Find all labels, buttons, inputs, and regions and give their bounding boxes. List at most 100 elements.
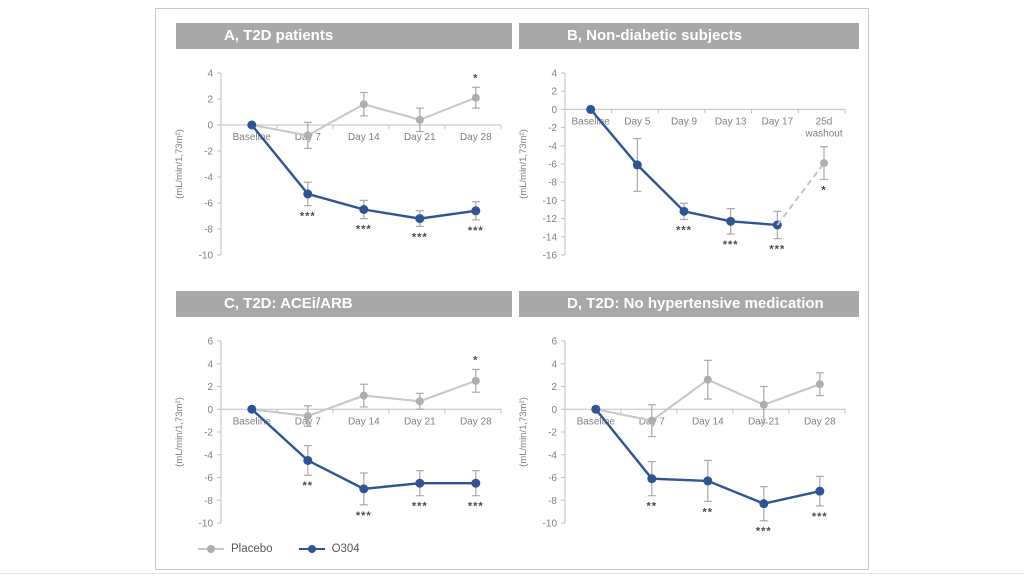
data-point [415,115,424,124]
significance-marker: *** [468,501,484,513]
data-point [359,205,369,214]
y-axis-title: (mL/min/1,73m²) [174,129,185,199]
data-point [726,216,736,226]
y-tick-label: -6 [548,473,557,484]
significance-marker: *** [412,501,428,513]
y-tick-label: -10 [199,251,214,262]
y-tick-label: -2 [548,123,557,134]
series-o304: *** *** *** *** [247,120,484,243]
data-point [303,412,312,421]
data-point [471,478,481,488]
data-point [303,189,313,199]
x-category-label: Day 14 [348,416,380,427]
y-tick-label: -10 [543,519,558,530]
x-category-label: Day 14 [692,416,724,427]
significance-marker: *** [468,225,484,237]
significance-marker: ** [303,480,314,492]
x-category-label: Day 28 [460,132,492,143]
panel-d-title: D, T2D: No hypertensive medication [519,291,859,317]
y-tick-label: 2 [551,87,557,98]
significance-marker: *** [769,244,785,256]
x-category-label: washout [804,128,842,139]
data-point [647,474,657,484]
y-tick-label: -4 [548,141,557,152]
y-tick-label: 4 [551,69,557,80]
data-point [815,486,825,496]
data-point [303,131,312,140]
significance-marker: * [473,354,478,366]
y-tick-label: 2 [551,382,557,393]
o304-line-marker-icon [298,545,325,553]
x-category-label: Day 21 [404,416,436,427]
y-tick-label: 4 [207,359,213,370]
data-point [586,104,596,114]
y-tick-label: 4 [207,69,213,80]
data-point [679,206,689,216]
x-category-label: Baseline [233,416,272,427]
data-point [591,404,601,414]
legend-label-placebo: Placebo [231,543,273,555]
y-tick-label: -10 [543,196,558,207]
panel-a-title: A, T2D patients [176,23,512,49]
data-point [703,476,713,486]
panel-b-chart: 4 2 0 -2 -4 -6 -8 -10 -12 -14 -16 Baseline Day 5 Day … [518,69,846,262]
washout-segment: * [776,146,828,226]
x-category-label: Day 5 [624,116,651,127]
y-tick-label: 0 [551,405,557,416]
significance-marker: *** [356,224,372,236]
data-point [359,391,368,400]
significance-marker: *** [812,511,828,523]
significance-marker: * [473,72,478,84]
significance-marker: *** [723,239,739,251]
significance-marker: *** [756,526,772,538]
y-tick-label: 0 [207,121,213,132]
y-tick-label: 0 [551,105,557,116]
panel-b-title: B, Non-diabetic subjects [519,23,859,49]
data-point [471,376,480,385]
y-axis-title: (mL/min/1,73m²) [174,397,185,467]
y-tick-label: -4 [204,450,213,461]
data-point [247,404,257,414]
y-tick-label: -4 [204,173,213,184]
significance-marker: *** [412,231,428,243]
legend-item-o304: O304 [298,543,360,555]
series-o304: ** ******** [591,404,828,538]
data-point [415,397,424,406]
y-tick-label: -2 [548,428,557,439]
x-category-label: Day 13 [715,116,747,127]
x-category-label: Day 17 [761,116,793,127]
y-tick-label: 0 [207,405,213,416]
figure-frame: A, T2D patients B, Non-diabetic subjects… [155,8,869,570]
y-tick-label: -6 [204,473,213,484]
bottom-divider [0,573,1024,574]
y-tick-label: 4 [551,359,557,370]
y-axis-title: (mL/min/1,73m²) [518,397,529,467]
significance-marker: *** [356,510,372,522]
y-tick-label: -6 [548,160,557,171]
significance-marker: ** [647,501,658,513]
series-placebo: * [247,354,480,427]
y-tick-label: 2 [207,382,213,393]
series-o304: *** *** *** [586,104,785,256]
y-tick-label: -8 [204,496,213,507]
y-tick-label: 2 [207,95,213,106]
data-point [359,484,369,494]
data-point [632,160,642,170]
x-category-label: 25d [816,116,833,127]
series-o304: ******** *** [247,404,484,522]
significance-marker: * [821,184,826,196]
y-tick-label: 6 [207,337,213,348]
y-tick-label: -12 [543,214,558,225]
y-tick-label: -8 [204,225,213,236]
data-point [415,214,425,224]
data-point [415,478,425,488]
legend-item-placebo: Placebo [198,543,273,555]
y-tick-label: -2 [204,147,213,158]
x-category-label: Day 28 [804,416,836,427]
y-tick-label: -8 [548,178,557,189]
legend-label-o304: O304 [331,543,360,555]
y-tick-label: -8 [548,496,557,507]
